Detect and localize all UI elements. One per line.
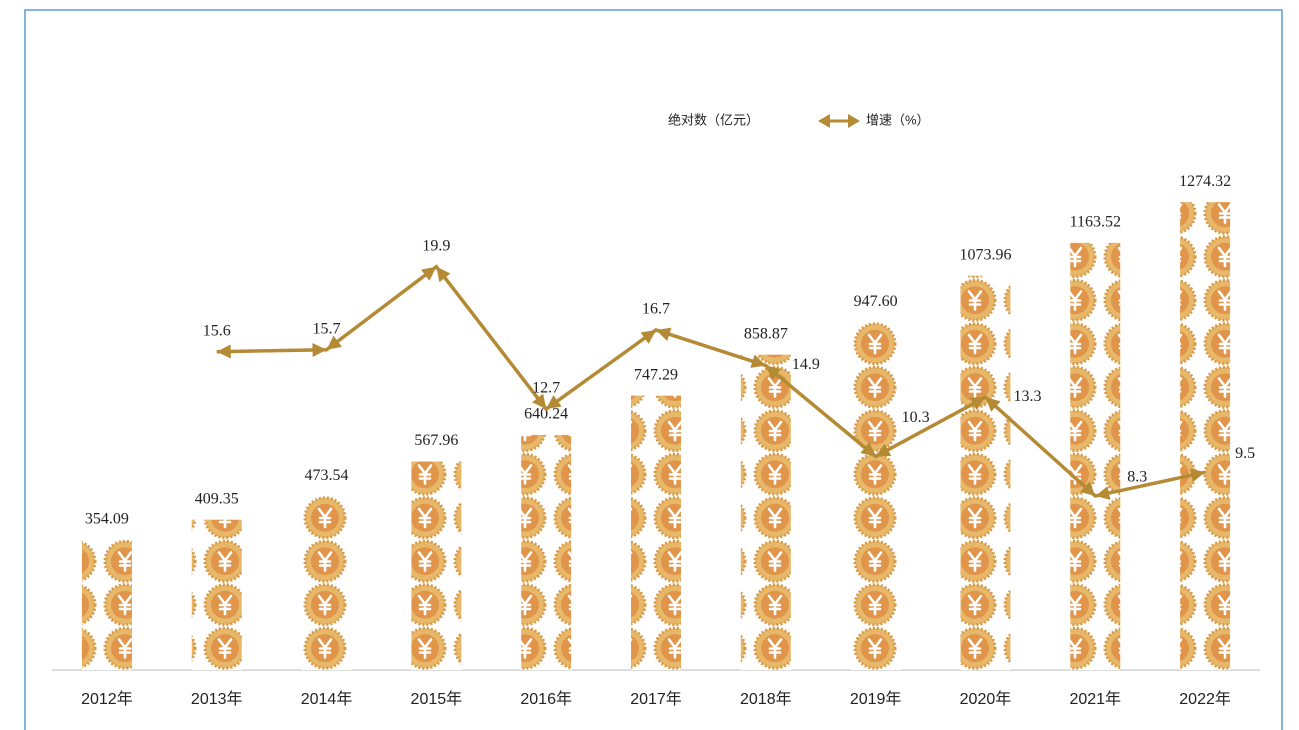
legend-label: 绝对数（亿元） bbox=[668, 112, 759, 127]
bar bbox=[191, 519, 242, 670]
arrowhead bbox=[546, 395, 562, 410]
data-label: 14.9 bbox=[792, 356, 820, 373]
bar bbox=[521, 434, 572, 670]
x-tick-label: 2016年 bbox=[520, 690, 572, 708]
arrowhead bbox=[765, 365, 782, 380]
data-label: 1073.96 bbox=[959, 246, 1011, 263]
arrowhead bbox=[1080, 481, 1096, 497]
data-label: 640.24 bbox=[524, 406, 568, 423]
data-label: 16.7 bbox=[642, 301, 670, 318]
arrowhead bbox=[532, 393, 547, 410]
x-tick-label: 2019年 bbox=[850, 690, 902, 708]
arrowhead bbox=[640, 329, 656, 344]
data-label: 1163.52 bbox=[1070, 213, 1121, 230]
data-label: 15.7 bbox=[313, 320, 341, 337]
arrowhead bbox=[875, 443, 892, 457]
x-tick-label: 2013年 bbox=[191, 690, 243, 708]
data-label: 10.3 bbox=[902, 409, 930, 426]
x-tick-label: 2021年 bbox=[1069, 690, 1121, 708]
data-label: 473.54 bbox=[305, 467, 349, 484]
x-tick-label: 2020年 bbox=[960, 690, 1012, 708]
data-label: 1274.32 bbox=[1179, 173, 1231, 190]
bar bbox=[411, 461, 462, 670]
data-label: 947.60 bbox=[854, 293, 898, 310]
data-label: 12.7 bbox=[532, 380, 560, 397]
data-label: 567.96 bbox=[414, 432, 458, 449]
arrowhead bbox=[1189, 468, 1206, 483]
data-label: 13.3 bbox=[1013, 388, 1041, 405]
legend-icon bbox=[818, 114, 860, 128]
x-tick-label: 2015年 bbox=[411, 690, 463, 708]
x-tick-label: 2018年 bbox=[740, 690, 792, 708]
bar bbox=[850, 322, 901, 670]
arrowhead bbox=[860, 442, 876, 457]
arrowhead bbox=[969, 397, 986, 410]
bar bbox=[301, 496, 352, 670]
arrowhead bbox=[216, 344, 231, 359]
arrowhead bbox=[436, 266, 451, 283]
arrowhead bbox=[750, 354, 766, 368]
frame bbox=[24, 9, 1283, 730]
data-label: 9.5 bbox=[1235, 445, 1255, 462]
line bbox=[216, 264, 1206, 498]
legend-label: 增速（%） bbox=[866, 112, 930, 127]
arrowhead bbox=[326, 335, 342, 350]
bar bbox=[740, 354, 791, 670]
data-label: 747.29 bbox=[634, 366, 678, 383]
data-label: 409.35 bbox=[195, 490, 239, 507]
x-tick-label: 2012年 bbox=[81, 690, 133, 708]
bar bbox=[631, 395, 681, 670]
data-label: 8.3 bbox=[1127, 469, 1147, 486]
data-label: 15.6 bbox=[203, 322, 231, 339]
arrowhead bbox=[985, 397, 1001, 412]
data-label: 354.09 bbox=[85, 511, 129, 528]
arrowhead bbox=[656, 327, 672, 341]
arrowhead bbox=[1095, 486, 1111, 500]
data-label: 858.87 bbox=[744, 325, 788, 342]
arrowhead bbox=[420, 266, 437, 281]
x-tick-label: 2014年 bbox=[301, 690, 353, 708]
bar bbox=[81, 539, 132, 670]
bar bbox=[1180, 202, 1231, 670]
x-tick-label: 2022年 bbox=[1179, 690, 1231, 708]
arrowhead bbox=[312, 342, 327, 357]
bar bbox=[1070, 242, 1121, 670]
bar bbox=[960, 275, 1011, 670]
data-label: 19.9 bbox=[422, 237, 450, 254]
x-tick-label: 2017年 bbox=[630, 690, 682, 708]
